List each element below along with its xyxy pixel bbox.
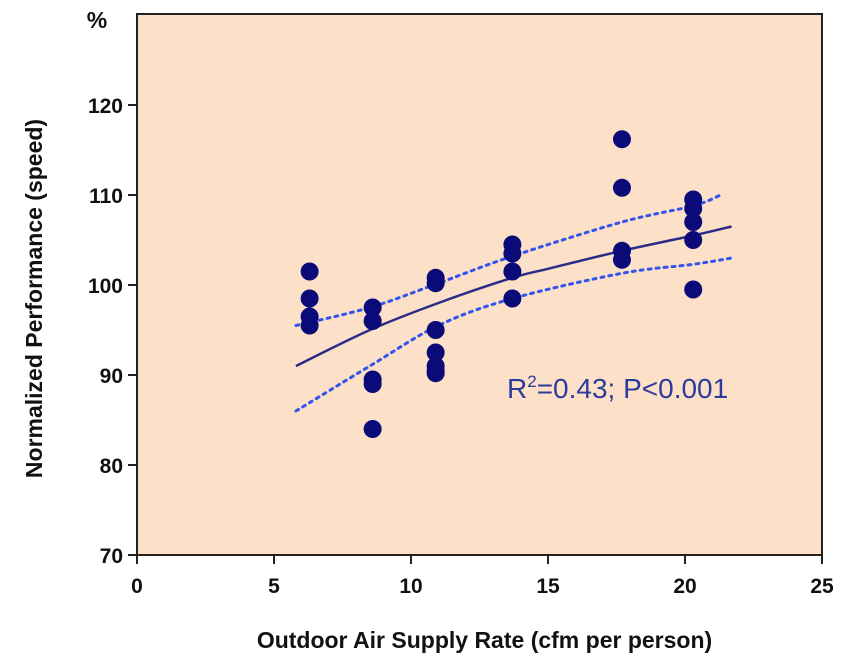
x-tick-label: 0 <box>131 575 143 598</box>
data-point <box>503 289 522 308</box>
x-tick-label: 25 <box>810 575 834 598</box>
x-axis-title: Outdoor Air Supply Rate (cfm per person) <box>257 627 712 653</box>
data-point <box>363 312 382 330</box>
plot-area <box>136 13 823 556</box>
data-point <box>363 298 382 317</box>
x-tick-label: 5 <box>268 575 280 598</box>
data-point <box>612 250 631 269</box>
data-point <box>300 262 319 281</box>
data-point <box>503 244 522 263</box>
annotation-superscript: 2 <box>527 372 536 391</box>
data-point <box>363 375 382 393</box>
axes: 0 5 10 15 20 25 70 80 90 100 110 120 <box>88 95 834 598</box>
data-point <box>426 364 445 383</box>
data-point <box>300 316 319 335</box>
annotation-values: =0.43; P<0.001 <box>537 373 729 404</box>
y-axis-title: Normalized Performance (speed) <box>21 119 47 478</box>
regression-line <box>295 225 732 368</box>
data-point <box>612 178 631 197</box>
data-point <box>426 343 445 362</box>
data-points <box>300 130 703 438</box>
data-point <box>363 420 382 438</box>
y-tick-label: 120 <box>88 95 123 118</box>
y-tick-label: 70 <box>100 545 123 568</box>
data-point <box>684 231 703 249</box>
x-tick-label: 10 <box>399 575 422 598</box>
data-point <box>426 321 445 339</box>
data-point <box>684 199 703 218</box>
data-point <box>503 262 522 281</box>
data-point <box>684 280 703 299</box>
regression-line-group <box>295 225 732 368</box>
y-axis-unit: % <box>87 7 107 33</box>
data-point <box>612 130 631 149</box>
y-tick-label: 80 <box>100 455 123 478</box>
data-point <box>684 213 703 231</box>
data-point <box>300 289 319 308</box>
data-point <box>426 274 445 293</box>
x-tick-label: 20 <box>673 575 696 598</box>
y-tick-label: 90 <box>100 365 123 388</box>
x-tick-label: 15 <box>536 575 560 598</box>
y-tick-label: 110 <box>89 185 123 208</box>
y-tick-label: 100 <box>88 275 123 298</box>
lower-confidence-line <box>294 256 734 413</box>
annotation-r: R <box>507 373 527 404</box>
fit-statistics-annotation: R2=0.43; P<0.001 <box>507 372 728 404</box>
